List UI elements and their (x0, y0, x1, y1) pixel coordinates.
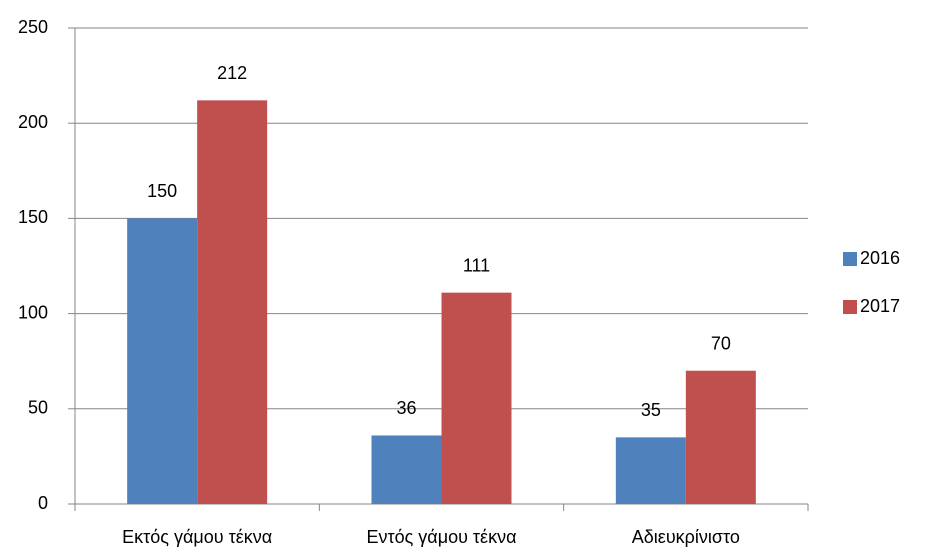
legend-swatch (843, 252, 857, 266)
data-label: 150 (147, 181, 177, 201)
bar (127, 218, 198, 504)
data-label: 70 (711, 333, 731, 353)
legend-label: 2017 (860, 296, 900, 316)
y-tick-label: 100 (18, 302, 48, 322)
y-tick-label: 0 (38, 493, 48, 513)
y-tick-label: 250 (18, 17, 48, 37)
data-label: 36 (396, 398, 416, 418)
legend-label: 2016 (860, 248, 900, 268)
y-tick-label: 200 (18, 112, 48, 132)
data-label: 212 (217, 63, 247, 83)
bar (197, 100, 268, 505)
data-label: 35 (641, 400, 661, 420)
bar (371, 435, 442, 504)
x-tick-label: Εντός γάμου τέκνα (367, 527, 517, 547)
y-tick-label: 50 (28, 398, 48, 418)
x-tick-label: Αδιευκρίνιστο (632, 527, 740, 547)
legend-swatch (843, 300, 857, 314)
bar (441, 292, 512, 504)
bar (685, 370, 756, 504)
data-label: 111 (463, 255, 490, 275)
x-tick-label: Εκτός γάμου τέκνα (122, 527, 272, 547)
y-tick-label: 150 (18, 207, 48, 227)
bar (615, 437, 686, 504)
